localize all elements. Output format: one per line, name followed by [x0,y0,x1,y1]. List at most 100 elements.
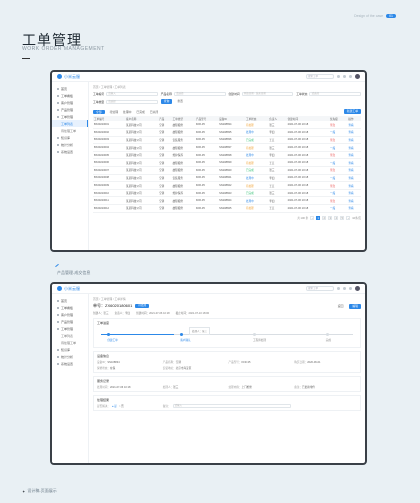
menu-icon [57,143,59,146]
sidebar-item-label: 统计分析 [61,354,74,359]
menu-icon [57,348,59,351]
table-row[interactable]: BX20210007 某某科技公司 空调 故障报修 KFR-35 SN108840 已完成张… [93,166,361,175]
next-page-button[interactable]: › [346,215,351,220]
filter-input[interactable]: 请选择 [173,92,226,96]
table-header-cell: 工单状态 [244,116,269,121]
field: 处理时间：2021-07-06 10:18 [97,385,160,389]
view-link[interactable]: 查看 [347,136,361,145]
view-link[interactable]: 查看 [347,166,361,175]
radio-no[interactable]: ○ 否 [118,405,124,408]
table-row[interactable]: BX20210002 某某科技公司 空调 故障报修 KFR-35 SN108835 处理中李… [93,128,361,137]
view-link[interactable]: 查看 [347,128,361,137]
table-row[interactable]: BX20210008 某某科技公司 空调 安装服务 KFR-35 SN108841 处理中李… [93,174,361,183]
view-link[interactable]: 查看 [347,189,361,198]
table-header-cell: 操作 [347,116,361,121]
status-tab[interactable]: 全部 [93,109,105,114]
table-row[interactable]: BX20210012 某某科技公司 空调 故障报修 KFR-35 SN108845 待处理王… [93,204,361,213]
global-search-input-2[interactable]: 搜索工单 [306,286,334,291]
view-link[interactable]: 查看 [347,174,361,183]
view-link[interactable]: 查看 [347,143,361,152]
new-order-button[interactable]: 新建工单 [343,109,361,114]
table-header-cell: 负责人 [268,116,287,121]
sidebar-item[interactable]: 知识库 [52,134,88,141]
table-row[interactable]: BX20210009 某某科技公司 空调 故障报修 KFR-35 SN108842 待处理王… [93,181,361,190]
filter-input[interactable]: 开始日期 - 结束日期 [241,92,294,96]
table-row[interactable]: BX20210010 某某科技公司 空调 维护保养 KFR-35 SN108843 已完成张… [93,189,361,198]
table-cell: 某某科技公司 [125,204,159,213]
sidebar-item[interactable]: 产品管理 [52,318,88,325]
sidebar-item[interactable]: 统计分析 [52,141,88,148]
page-size-select[interactable]: 10条/页 [352,216,361,220]
edit-button[interactable]: 编辑 [349,303,361,309]
sidebar-item[interactable]: 首页 [52,297,88,304]
gear-icon[interactable] [343,75,346,78]
table-cell: 空调 [158,189,172,198]
sidebar-item-label: 工单列表 [61,333,74,338]
view-link[interactable]: 查看 [347,181,361,190]
sidebar-item[interactable]: 客户管理 [52,99,88,106]
detail-meta: 创建人：张三 负责人：李四 创建时间：2021-07-06 10:18 截止时间：20… [93,311,361,315]
sidebar-item[interactable]: 工单看板 [52,304,88,311]
help-icon[interactable] [349,287,352,290]
sidebar-item[interactable]: 待处理工单 [52,339,88,346]
prev-page-button[interactable]: ‹ [310,215,315,220]
table-row[interactable]: BX20210005 某某科技公司 空调 维护保养 KFR-35 SN108838 处理中李… [93,151,361,160]
reset-button[interactable]: 重置 [177,99,183,103]
field-key: 处理人： [162,386,174,389]
table-row[interactable]: BX20210003 某某科技公司 空调 安装服务 KFR-35 SN108836 已完成王… [93,136,361,145]
back-button[interactable]: 返回 [337,303,344,308]
filter-input[interactable]: 请选择 [309,92,361,96]
field-key: 处理内容： [228,386,242,389]
bell-icon[interactable] [337,287,340,290]
table-cell: 紧急 [328,166,348,175]
sidebar-item[interactable]: 客户管理 [52,311,88,318]
view-link[interactable]: 查看 [347,204,361,213]
table-cell: 2021-07-06 10:18 [286,189,329,198]
sidebar-item[interactable]: 工单看板 [52,92,88,99]
sidebar-item[interactable]: 工单管理 [52,325,88,332]
page-button[interactable]: 3 [328,215,333,220]
page-button[interactable]: 5 [340,215,345,220]
records-fields: 处理时间：2021-07-06 10:18 处理人：张三 处理内容：上门检修 备注：已… [97,385,357,389]
table-row[interactable]: BX20210004 某某科技公司 空调 故障报修 KFR-35 SN108837 待处理张… [93,143,361,152]
view-link[interactable]: 查看 [347,151,361,160]
meta-value: 2021-07-10 18:00 [188,312,210,315]
view-link[interactable]: 查看 [347,196,361,206]
help-icon[interactable] [349,75,352,78]
sidebar-item[interactable]: 系统设置 [52,148,88,155]
view-link[interactable]: 查看 [347,158,361,168]
sidebar-item[interactable]: 知识库 [52,346,88,353]
gear-icon[interactable] [343,287,346,290]
filter-input[interactable]: 请选择 [106,99,158,104]
page-button[interactable]: 4 [334,215,339,220]
table-row[interactable]: BX20210001 某某科技公司 空调 故障报修 KFR-35 SN108834 待处理张… [93,121,361,130]
sidebar-item[interactable]: 待处理工单 [52,127,88,134]
status-tab[interactable]: 已关闭 [149,109,159,114]
sidebar-item[interactable]: 工单列表 [52,332,88,339]
sidebar-item[interactable]: 工单管理 [52,113,88,120]
sidebar-item[interactable]: 首页 [52,85,88,92]
sidebar-item[interactable]: 工单列表 [52,120,88,127]
global-search-input[interactable]: 搜索工单 [306,74,334,79]
view-link[interactable]: 查看 [347,121,361,130]
sidebar-item[interactable]: 产品管理 [52,106,88,113]
progress-step: 创建工单 [107,331,118,342]
app-header-2: 小米云服 搜索工单 [52,284,365,294]
search-button[interactable]: 查询 [160,99,173,104]
avatar[interactable] [355,74,360,79]
bell-icon[interactable] [337,75,340,78]
table-row[interactable]: BX20210006 某某科技公司 空调 故障报修 KFR-35 SN108839 待处理王… [93,158,361,168]
page-button[interactable]: 2 [322,215,327,220]
status-tab[interactable]: 处理中 [123,109,132,114]
filter-input[interactable]: 请输入 [106,92,158,96]
status-tab[interactable]: 已完成 [136,109,145,114]
page-button[interactable]: 1 [316,215,321,220]
radio-yes[interactable]: ● 是 [111,405,117,408]
avatar[interactable] [355,286,360,291]
status-tab[interactable]: 待处理 [109,109,119,114]
filter-field: 工单类型 请选择 [93,99,158,104]
table-row[interactable]: BX20210011 某某科技公司 空调 故障报修 KFR-35 SN108844 处理中李… [93,196,361,206]
sidebar-item[interactable]: 系统设置 [52,360,88,367]
sidebar-item[interactable]: 统计分析 [52,353,88,360]
note-input[interactable]: 请输入 [172,404,292,408]
